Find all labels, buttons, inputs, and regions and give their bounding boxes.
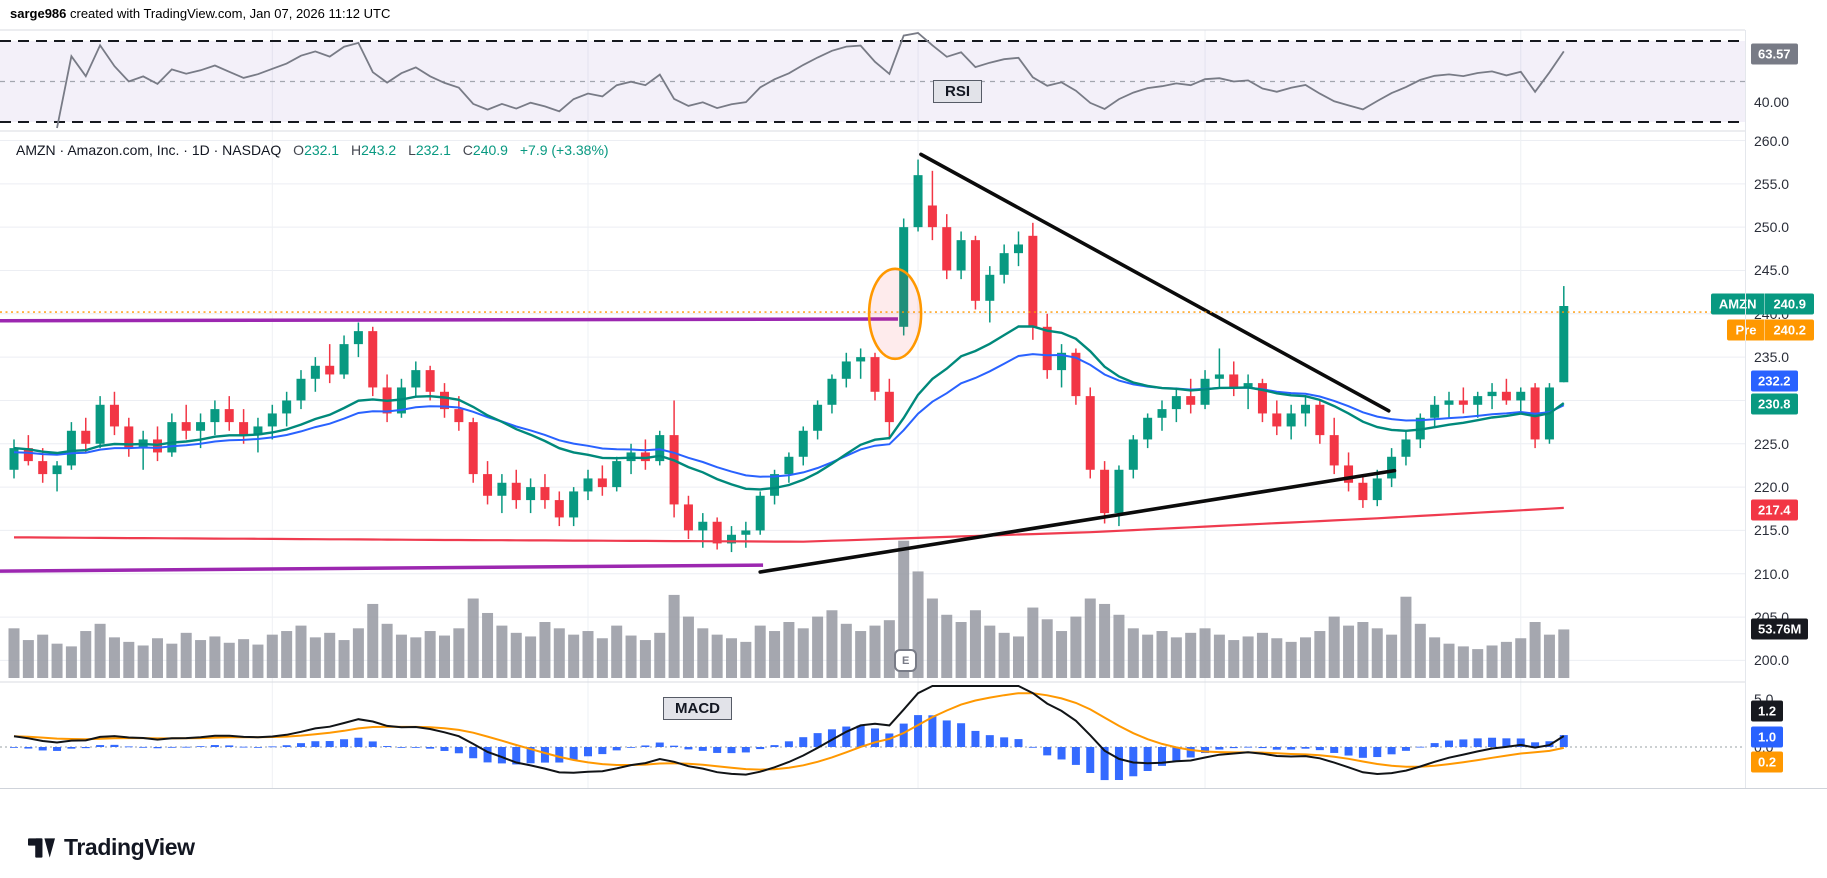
tradingview-branding[interactable]: TradingView — [28, 834, 195, 861]
low-value: 232.1 — [415, 142, 451, 158]
symbol-title: AMZN · Amazon.com, Inc. · 1D · NASDAQ — [16, 142, 282, 158]
attribution-text: created with TradingView.com, Jan 07, 20… — [66, 6, 391, 21]
macd-line — [13, 685, 1565, 776]
attribution-bar: sarge986 created with TradingView.com, J… — [10, 6, 390, 21]
wedge-upper-trendline[interactable] — [919, 152, 1391, 413]
tradingview-logo-icon — [28, 837, 55, 858]
macd-pane-label[interactable]: MACD — [663, 697, 732, 720]
time-axis[interactable]: SepOctNovDec2026 — [0, 788, 1827, 821]
earnings-marker[interactable]: E — [894, 649, 918, 672]
username-text: sarge986 — [10, 6, 67, 21]
price-scale[interactable] — [1745, 30, 1827, 788]
pane-separators — [0, 29, 1745, 683]
close-label: C — [462, 142, 473, 158]
macd-pane — [0, 685, 1745, 781]
highlight-ellipse[interactable] — [867, 267, 923, 361]
high-label: H — [351, 142, 362, 158]
resistance-line[interactable] — [0, 317, 898, 323]
high-value: 243.2 — [361, 142, 397, 158]
candlesticks — [9, 159, 1569, 553]
close-value: 240.9 — [472, 142, 508, 158]
chart-canvas[interactable] — [0, 0, 1827, 830]
ma-green-line — [13, 325, 1565, 491]
open-value: 232.1 — [304, 142, 340, 158]
low-label: L — [408, 142, 416, 158]
tradingview-wordmark: TradingView — [64, 834, 195, 860]
symbol-legend[interactable]: AMZN · Amazon.com, Inc. · 1D · NASDAQ O2… — [16, 142, 609, 158]
change-value: +7.9 (+3.38%) — [519, 142, 609, 158]
wedge-lower-trendline[interactable] — [758, 468, 1397, 574]
drawings[interactable] — [0, 152, 1745, 574]
rsi-line — [56, 32, 1565, 129]
ma-blue-line — [13, 353, 1565, 478]
moving-averages — [13, 325, 1565, 543]
macd-signal-line — [13, 692, 1565, 771]
open-label: O — [293, 142, 305, 158]
volume-bars — [8, 540, 1570, 678]
rsi-pane — [0, 32, 1745, 129]
rsi-pane-label[interactable]: RSI — [933, 80, 983, 103]
ma-red-line — [14, 506, 1564, 543]
support-line[interactable] — [0, 563, 764, 573]
